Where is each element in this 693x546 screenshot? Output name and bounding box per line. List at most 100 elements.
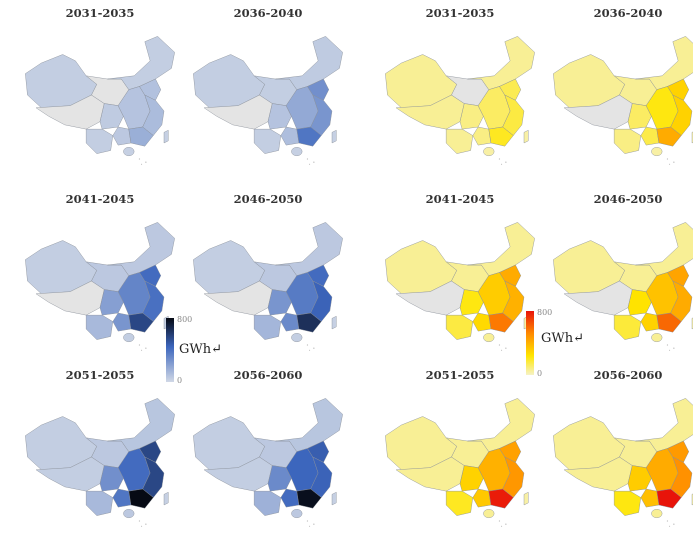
south-china-sea-islands bbox=[138, 158, 147, 165]
map-title: 2031-2035 bbox=[65, 6, 135, 20]
china-map bbox=[193, 398, 343, 527]
map-title: 2031-2035 bbox=[425, 6, 495, 20]
region-guangdong bbox=[128, 488, 154, 509]
region-guangxi bbox=[640, 126, 660, 146]
south-china-sea-islands bbox=[666, 520, 675, 527]
region-east-coast bbox=[502, 280, 525, 322]
region-yunnan bbox=[85, 490, 114, 516]
region-north bbox=[467, 222, 535, 276]
region-yunnan bbox=[445, 314, 474, 340]
region-guangxi bbox=[112, 126, 132, 146]
south-china-sea-islands bbox=[666, 344, 675, 351]
region-east-coast bbox=[502, 94, 525, 136]
region-guangdong bbox=[296, 126, 322, 147]
region-north bbox=[107, 398, 175, 452]
map-title: 2056-2060 bbox=[233, 368, 303, 382]
region-hainan bbox=[123, 147, 135, 156]
china-map bbox=[553, 398, 693, 527]
region-hainan bbox=[123, 333, 135, 342]
blue-legend-unit: GWh↵ bbox=[179, 342, 223, 357]
region-taiwan bbox=[163, 129, 169, 144]
region-hainan bbox=[651, 333, 663, 342]
map-title: 2046-2050 bbox=[233, 192, 303, 206]
south-china-sea-islands bbox=[498, 520, 507, 527]
region-guangdong bbox=[656, 488, 682, 509]
region-east-coast bbox=[310, 456, 333, 498]
region-guangdong bbox=[128, 126, 154, 147]
region-taiwan bbox=[331, 491, 337, 506]
region-north bbox=[635, 36, 693, 90]
map-title: 2056-2060 bbox=[593, 368, 663, 382]
region-yunnan bbox=[445, 128, 474, 154]
blue-map-2036-2040: 2036-2040 bbox=[188, 6, 348, 171]
map-title: 2051-2055 bbox=[425, 368, 495, 382]
south-china-sea-islands bbox=[666, 158, 675, 165]
blue-legend-max: 800 bbox=[177, 315, 193, 324]
map-title: 2036-2040 bbox=[593, 6, 663, 20]
region-east-coast bbox=[142, 280, 165, 322]
region-east-coast bbox=[310, 94, 333, 136]
region-north bbox=[467, 36, 535, 90]
blue-map-2051-2055: 2051-2055 bbox=[20, 368, 180, 533]
heat-map-2036-2040: 2036-2040 bbox=[548, 6, 693, 171]
region-hainan bbox=[651, 147, 663, 156]
china-map bbox=[385, 398, 535, 527]
south-china-sea-islands bbox=[498, 344, 507, 351]
region-yunnan bbox=[253, 314, 282, 340]
region-north bbox=[107, 222, 175, 276]
china-map bbox=[25, 222, 175, 351]
heat-map-2051-2055: 2051-2055 bbox=[380, 368, 540, 533]
south-china-sea-islands bbox=[138, 344, 147, 351]
china-map bbox=[553, 222, 693, 351]
map-title: 2041-2045 bbox=[65, 192, 135, 206]
blue-map-2056-2060: 2056-2060 bbox=[188, 368, 348, 533]
region-hainan bbox=[291, 333, 303, 342]
region-guangxi bbox=[280, 312, 300, 332]
region-taiwan bbox=[331, 129, 337, 144]
region-guangxi bbox=[472, 126, 492, 146]
heat-color-bar bbox=[526, 311, 534, 375]
region-hainan bbox=[291, 147, 303, 156]
region-guangxi bbox=[112, 312, 132, 332]
region-hainan bbox=[483, 147, 495, 156]
china-map bbox=[193, 222, 343, 351]
blue-map-2041-2045: 2041-2045 bbox=[20, 192, 180, 357]
blue-map-2031-2035: 2031-2035 bbox=[20, 6, 180, 171]
region-guangdong bbox=[128, 312, 154, 333]
region-taiwan bbox=[523, 491, 529, 506]
region-hainan bbox=[483, 509, 495, 518]
region-taiwan bbox=[331, 315, 337, 330]
region-north bbox=[275, 36, 343, 90]
region-guangxi bbox=[640, 312, 660, 332]
region-north bbox=[635, 222, 693, 276]
china-map bbox=[25, 398, 175, 527]
region-guangdong bbox=[488, 488, 514, 509]
region-guangxi bbox=[280, 126, 300, 146]
heat-map-2041-2045: 2041-2045 bbox=[380, 192, 540, 357]
heat-legend-unit: GWh↵ bbox=[541, 331, 585, 346]
region-east-coast bbox=[670, 280, 693, 322]
china-map bbox=[25, 36, 175, 165]
heat-legend-max: 800 bbox=[537, 308, 553, 317]
region-guangxi bbox=[640, 488, 660, 508]
china-map bbox=[193, 36, 343, 165]
region-guangxi bbox=[112, 488, 132, 508]
region-east-coast bbox=[142, 94, 165, 136]
map-title: 2036-2040 bbox=[233, 6, 303, 20]
region-hainan bbox=[483, 333, 495, 342]
map-title: 2051-2055 bbox=[65, 368, 135, 382]
region-guangdong bbox=[656, 312, 682, 333]
region-guangdong bbox=[488, 312, 514, 333]
region-yunnan bbox=[613, 128, 642, 154]
region-guangdong bbox=[296, 312, 322, 333]
region-east-coast bbox=[310, 280, 333, 322]
region-guangxi bbox=[472, 488, 492, 508]
south-china-sea-islands bbox=[306, 158, 315, 165]
map-title: 2046-2050 bbox=[593, 192, 663, 206]
region-yunnan bbox=[613, 314, 642, 340]
region-guangdong bbox=[488, 126, 514, 147]
region-north bbox=[275, 222, 343, 276]
region-guangdong bbox=[296, 488, 322, 509]
region-hainan bbox=[123, 509, 135, 518]
region-taiwan bbox=[163, 491, 169, 506]
